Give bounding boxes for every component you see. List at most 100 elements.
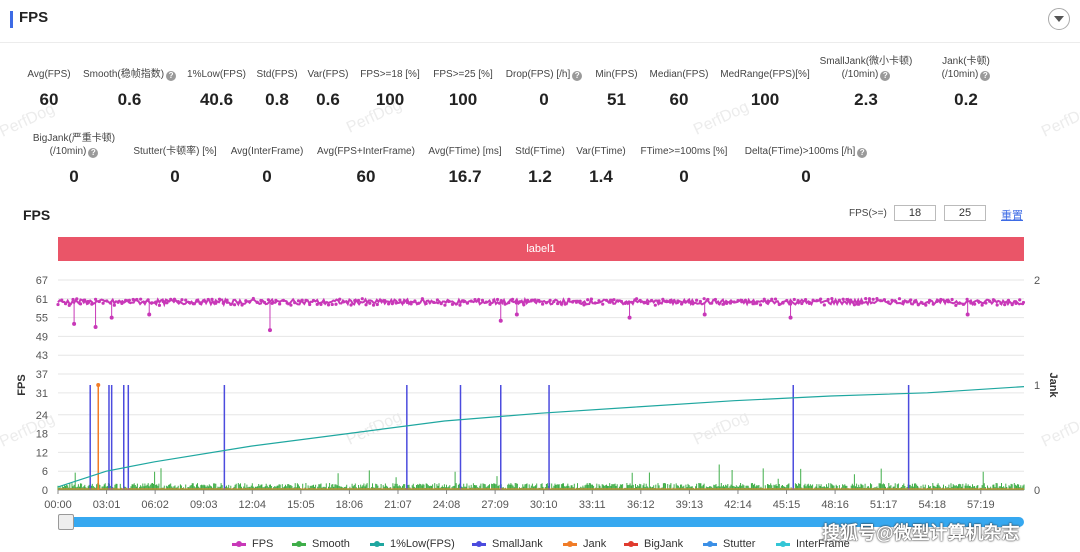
fps-threshold-low-input[interactable]	[894, 205, 936, 221]
y-tick-label: 61	[36, 294, 48, 306]
help-icon[interactable]: ?	[572, 71, 583, 81]
fps-point	[901, 300, 905, 304]
stat-std-fps: Std(FPS) 0.8	[248, 68, 306, 110]
fps-point	[867, 297, 872, 301]
legend-swatch	[370, 540, 384, 547]
stat-value: 2.3	[854, 90, 878, 109]
fps-point	[311, 298, 316, 303]
y-tick-label: 55	[36, 313, 48, 325]
fps-point	[259, 298, 263, 303]
fps-point	[308, 302, 312, 307]
legend-item-jank[interactable]: Jank	[563, 538, 606, 550]
fps-point	[860, 301, 864, 305]
fps-point	[247, 300, 252, 304]
fps-point	[217, 297, 222, 301]
fps-series	[57, 296, 1025, 308]
fps-point	[522, 303, 526, 307]
fps-point	[435, 298, 440, 302]
stat-value: 0	[679, 167, 689, 186]
legend-item-stutter[interactable]: Stutter	[703, 538, 755, 550]
fps-point	[792, 297, 796, 302]
legend-item-smooth[interactable]: Smooth	[292, 538, 350, 550]
y-tick-label: 6	[42, 466, 48, 478]
timeline-scroll-handle[interactable]	[58, 514, 74, 530]
fps-point	[232, 303, 237, 307]
fps-point	[146, 298, 150, 302]
fps-point	[849, 298, 853, 302]
stat-value: 0.6	[117, 90, 142, 109]
stat-label: MedRange(FPS)[%]	[720, 69, 810, 80]
x-tick-label: 15:05	[287, 499, 315, 510]
fps-point	[537, 298, 541, 303]
fps-dip-point	[147, 312, 152, 317]
collapse-button[interactable]	[1048, 8, 1070, 30]
fps-point	[518, 300, 522, 304]
fps-point	[424, 301, 428, 306]
fps-point	[229, 302, 233, 306]
fps-point	[131, 297, 135, 302]
fps-point	[63, 302, 68, 306]
stat-min-fps: Min(FPS) 51	[590, 68, 643, 110]
legend-item-smalljank[interactable]: SmallJank	[472, 538, 543, 550]
fps-point	[958, 301, 962, 305]
fps-point	[1006, 298, 1011, 302]
fps-point	[593, 301, 597, 305]
stat-value: 40.6	[199, 90, 234, 109]
stat-value: 100	[448, 90, 478, 109]
legend-item-fps[interactable]: FPS	[232, 538, 273, 550]
label-range-bar[interactable]: label1	[58, 237, 1024, 261]
y-tick-label: 43	[36, 350, 48, 362]
fps-point	[432, 300, 436, 305]
x-tick-label: 51:17	[870, 499, 898, 510]
fps-point	[330, 302, 334, 307]
fps-point	[924, 303, 928, 307]
fps-point	[244, 299, 248, 303]
fps-point	[383, 298, 387, 303]
fps-point	[661, 297, 665, 301]
help-icon[interactable]: ?	[88, 148, 99, 158]
section-title: FPS	[19, 9, 49, 26]
y2-tick-label: 1	[1034, 380, 1040, 392]
fps-point	[586, 298, 590, 302]
low1pct-series	[57, 386, 1025, 488]
fps-point	[101, 301, 105, 305]
help-icon[interactable]: ?	[880, 71, 891, 81]
legend-swatch	[624, 540, 638, 547]
stat-fps-ge-25: FPS>=25 [%] 100	[425, 68, 501, 110]
fps-dip-point	[93, 325, 98, 330]
legend-item-bigjank[interactable]: BigJank	[624, 538, 683, 550]
legend-item-1pct-low[interactable]: 1%Low(FPS)	[370, 538, 455, 550]
fps-point	[1018, 298, 1022, 302]
timeline-scrollbar[interactable]	[58, 517, 1024, 527]
stat-value: 0.8	[265, 90, 289, 109]
fps-point	[702, 297, 706, 301]
fps-point	[627, 300, 631, 304]
fps-point	[950, 297, 954, 302]
fps-point	[278, 302, 282, 306]
legend-item-interframe[interactable]: InterFrame	[776, 538, 850, 550]
y-tick-label: 24	[36, 410, 48, 422]
help-icon[interactable]: ?	[980, 71, 991, 81]
fps-point	[664, 299, 669, 303]
fps-point	[770, 297, 774, 301]
fps-point	[165, 301, 169, 305]
stat-label: Avg(FPS)	[27, 69, 71, 80]
fps-point	[834, 299, 838, 303]
fps-point	[90, 302, 94, 306]
fps-point	[240, 303, 244, 307]
fps-point	[120, 301, 124, 306]
fps-point	[668, 300, 672, 304]
fps-point	[338, 297, 342, 301]
stat-label: Avg(FPS+InterFrame)	[317, 146, 415, 157]
stat-label: Avg(FTime) [ms]	[428, 146, 502, 157]
fps-threshold-high-input[interactable]	[944, 205, 986, 221]
reset-link[interactable]: 重置	[1001, 210, 1023, 222]
stat-value: 1.4	[589, 167, 613, 186]
fps-point	[499, 299, 503, 303]
help-icon[interactable]: ?	[166, 71, 177, 81]
fps-point	[169, 297, 173, 301]
stat-label: Std(FTime)	[515, 146, 565, 157]
fps-point	[736, 298, 740, 303]
help-icon[interactable]: ?	[857, 148, 868, 158]
